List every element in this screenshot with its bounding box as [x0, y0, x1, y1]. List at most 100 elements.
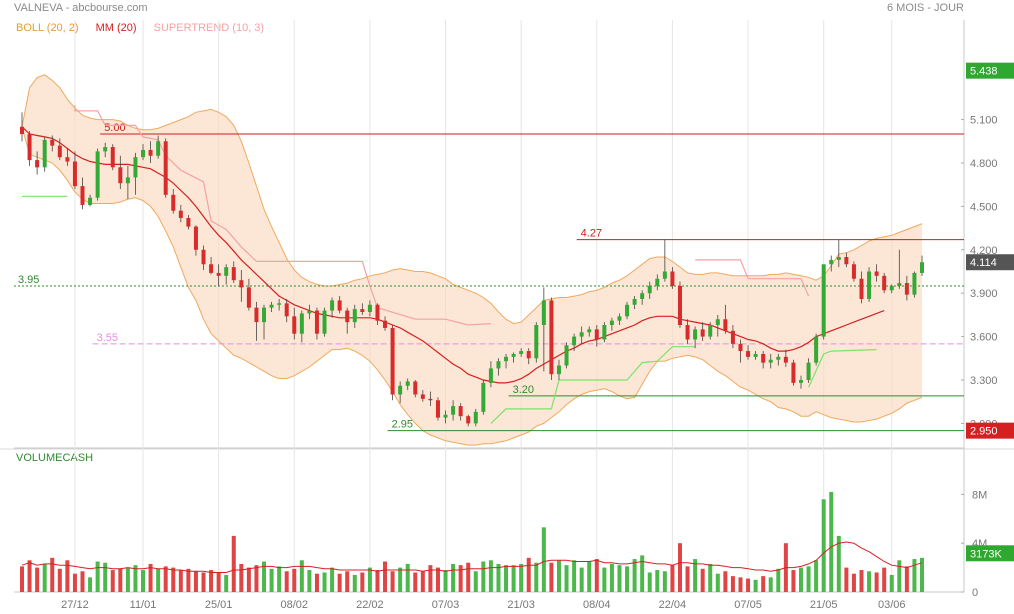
- volume-bar: [504, 565, 509, 592]
- candle-body: [814, 336, 819, 363]
- volume-bar: [88, 577, 93, 592]
- candle-body: [806, 362, 811, 380]
- candle-body: [859, 278, 864, 299]
- volume-bar: [72, 573, 77, 592]
- candle-body: [88, 197, 93, 205]
- volume-bar: [632, 559, 637, 592]
- candle-body: [216, 272, 221, 276]
- bollinger-lower: [21, 126, 923, 446]
- volume-bar: [178, 570, 183, 592]
- y-tick-label: 4.800: [970, 158, 998, 170]
- x-tick-label: 22/04: [659, 599, 687, 611]
- candle-body: [783, 356, 788, 363]
- candle-body: [897, 283, 902, 286]
- volume-bar: [307, 570, 312, 592]
- legend-boll[interactable]: BOLL (20, 2): [16, 22, 79, 34]
- candle-body: [526, 351, 531, 359]
- volume-bar: [246, 567, 251, 592]
- volume-bar: [685, 566, 690, 592]
- volume-bar: [420, 571, 425, 592]
- volume-bar: [50, 557, 55, 592]
- candle-body: [163, 141, 168, 195]
- bollinger-upper: [21, 74, 923, 325]
- volume-bar: [337, 573, 342, 592]
- volume-bar: [677, 543, 682, 592]
- candle-body: [625, 304, 630, 317]
- bollinger-band: [22, 74, 922, 446]
- volume-bar: [496, 563, 501, 592]
- candle-body: [398, 385, 403, 395]
- y-tick-label: 4.200: [970, 245, 998, 257]
- candle-body: [186, 217, 191, 227]
- volume-bar: [534, 562, 539, 592]
- volume-bar: [110, 570, 115, 592]
- x-tick-label: 21/05: [810, 599, 838, 611]
- volume-bar: [27, 560, 32, 592]
- candle-body: [352, 309, 357, 323]
- last-price-badge: [966, 254, 1014, 271]
- candle-body: [277, 303, 282, 305]
- volume-bar: [398, 567, 403, 592]
- candle-body: [299, 313, 304, 334]
- candle-body: [730, 330, 735, 344]
- candle-body: [882, 275, 887, 291]
- volume-bar: [519, 563, 524, 592]
- volume-bar: [488, 560, 493, 592]
- volume-bar: [882, 567, 887, 592]
- volume-bar: [708, 563, 713, 592]
- candle-body: [647, 285, 652, 294]
- candle-body: [829, 259, 834, 265]
- volume-bar: [451, 563, 456, 592]
- candle-body: [761, 353, 766, 363]
- volume-bar: [730, 576, 735, 592]
- candle-body: [753, 353, 758, 357]
- candle-body: [473, 411, 478, 424]
- candle-body: [572, 336, 577, 346]
- volume-average-line: [21, 541, 923, 573]
- candle-body: [451, 406, 456, 415]
- low-price-badge-text: 2.950: [970, 426, 998, 438]
- candle-body: [307, 310, 312, 314]
- level-label: 2.95: [392, 419, 413, 431]
- candle-body: [700, 329, 705, 337]
- candle-body: [254, 307, 259, 323]
- legend-mm[interactable]: MM (20): [95, 22, 137, 34]
- volume-tick-label: 0: [972, 587, 978, 599]
- volume-bar: [806, 566, 811, 592]
- candle-body: [375, 304, 380, 321]
- candle-body: [594, 329, 599, 340]
- candle-body: [390, 327, 395, 395]
- volume-bar: [572, 560, 577, 592]
- volume-bar: [587, 561, 592, 592]
- volume-bar: [640, 555, 645, 592]
- x-tick-label: 11/01: [130, 599, 157, 611]
- volume-bar: [920, 557, 924, 592]
- volume-bar: [564, 565, 569, 592]
- candle-body: [428, 398, 433, 401]
- volume-bar: [171, 567, 176, 592]
- level-label: 3.95: [18, 274, 39, 286]
- volume-bar: [435, 567, 440, 592]
- volume-bar: [602, 567, 607, 592]
- top-price-badge: [966, 62, 1014, 79]
- last-volume-badge: [966, 545, 1014, 562]
- period-label[interactable]: 6 MOIS - JOUR: [886, 2, 964, 14]
- candle-body: [231, 267, 236, 281]
- candle-body: [337, 300, 342, 311]
- candle-body: [488, 368, 493, 383]
- candle-body: [662, 271, 667, 279]
- candle-body: [541, 300, 546, 326]
- volume-bar: [541, 527, 546, 592]
- candle-body: [496, 361, 501, 369]
- candle-body: [564, 345, 569, 366]
- volume-bar: [65, 560, 70, 592]
- volume-bar: [148, 563, 153, 592]
- candle-body: [466, 416, 471, 424]
- candle-body: [844, 257, 849, 265]
- candle-body: [193, 226, 198, 250]
- candle-body: [670, 271, 675, 286]
- legend-supertrend[interactable]: SUPERTREND (10, 3): [153, 22, 265, 34]
- volume-bar: [700, 568, 705, 592]
- volume-bar: [851, 573, 856, 592]
